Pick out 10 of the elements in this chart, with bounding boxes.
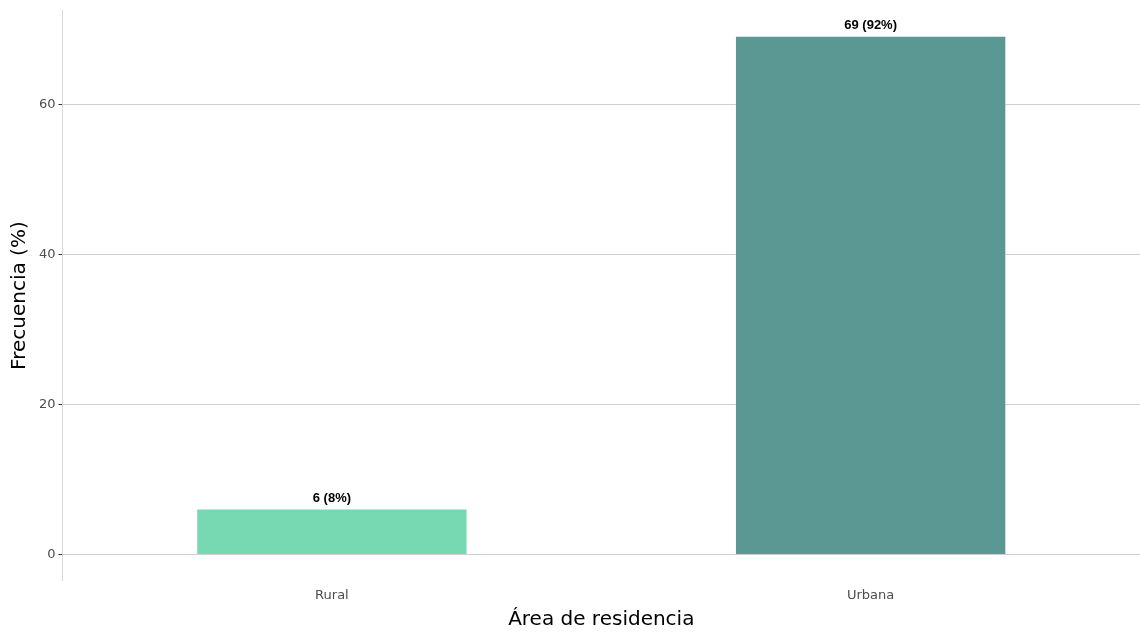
y-axis-title: Frecuencia (%) xyxy=(6,221,31,370)
y-tick-label: 60 xyxy=(39,95,56,111)
x-tick-label: Rural xyxy=(315,586,349,602)
data-label: 69 (92%) xyxy=(844,16,898,32)
x-axis-title: Área de residencia xyxy=(508,606,695,631)
x-tick-label: Urbana xyxy=(846,586,895,602)
y-tick-label: 40 xyxy=(39,245,56,261)
data-label: 6 (8%) xyxy=(312,489,352,505)
y-tick-label: 20 xyxy=(39,395,56,411)
y-tick-label: 0 xyxy=(47,545,56,561)
